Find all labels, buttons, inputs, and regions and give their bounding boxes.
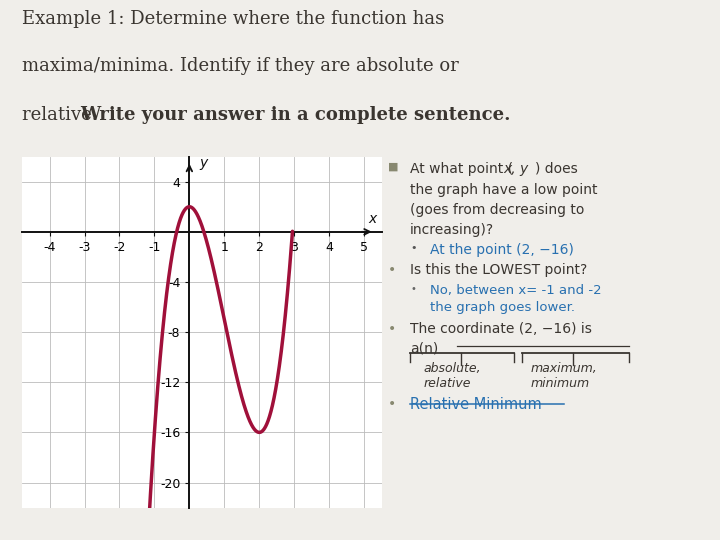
Text: relative: relative — [423, 377, 471, 390]
Text: ■: ■ — [387, 162, 398, 172]
Text: increasing)?: increasing)? — [410, 222, 494, 237]
Text: x, y: x, y — [503, 162, 528, 176]
Text: •: • — [387, 262, 396, 276]
Text: At what point (: At what point ( — [410, 162, 513, 176]
Text: Relative Minimum: Relative Minimum — [410, 397, 541, 412]
Text: maximum,: maximum, — [531, 362, 598, 375]
Text: minimum: minimum — [531, 377, 590, 390]
Text: •: • — [387, 321, 396, 335]
Text: •: • — [387, 397, 396, 411]
Text: Example 1: Determine where the function has: Example 1: Determine where the function … — [22, 10, 444, 28]
Text: x: x — [369, 212, 377, 226]
Text: No, between x= -1 and -2: No, between x= -1 and -2 — [430, 284, 601, 296]
Text: Is this the LOWEST point?: Is this the LOWEST point? — [410, 262, 588, 276]
Text: •: • — [410, 284, 416, 294]
Text: a(n): a(n) — [410, 342, 438, 356]
Text: y: y — [199, 156, 207, 170]
Text: relative.: relative. — [22, 106, 103, 125]
Text: (goes from decreasing to: (goes from decreasing to — [410, 203, 585, 217]
Text: •: • — [410, 242, 417, 253]
Text: absolute,: absolute, — [423, 362, 482, 375]
Text: the graph have a low point: the graph have a low point — [410, 183, 598, 197]
Text: maxima/minima. Identify if they are absolute or: maxima/minima. Identify if they are abso… — [22, 57, 459, 76]
Text: At the point (2, −16): At the point (2, −16) — [430, 242, 574, 256]
Text: ) does: ) does — [536, 162, 578, 176]
Text: Write your answer in a complete sentence.: Write your answer in a complete sentence… — [80, 106, 510, 125]
Text: The coordinate (2, −16) is: The coordinate (2, −16) is — [410, 321, 592, 335]
Text: the graph goes lower.: the graph goes lower. — [430, 301, 575, 314]
